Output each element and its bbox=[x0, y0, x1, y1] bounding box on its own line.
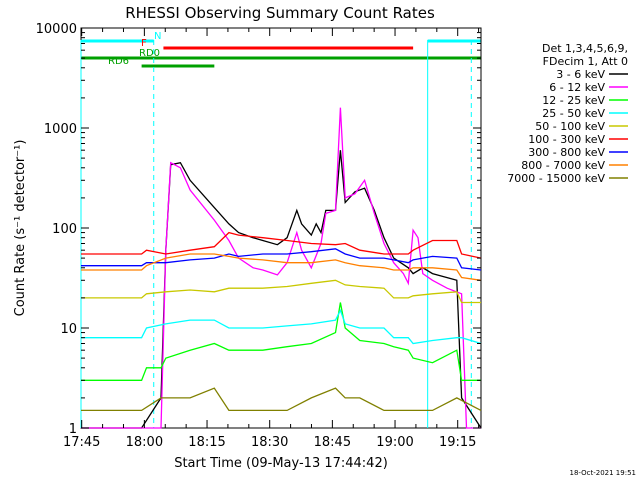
x-tick-label: 17:45 bbox=[63, 435, 100, 450]
legend-header: Det 1,3,4,5,6,9, bbox=[542, 42, 628, 55]
legend-entry-label: 300 - 800 keV bbox=[528, 146, 605, 159]
footer-timestamp: 18-Oct-2021 19:51 bbox=[570, 469, 636, 477]
legend-header: FDecim 1, Att 0 bbox=[543, 55, 628, 68]
chart-title: RHESSI Observing Summary Count Rates bbox=[125, 4, 435, 22]
series-line-5 bbox=[81, 231, 482, 259]
x-tick-label: 18:15 bbox=[188, 435, 225, 450]
x-tick-label: 19:00 bbox=[376, 435, 413, 450]
y-tick-label: 100 bbox=[52, 222, 77, 237]
y-tick-label: 1000 bbox=[44, 122, 77, 137]
vertical-markers bbox=[80, 40, 472, 428]
series-line-6 bbox=[81, 248, 482, 271]
series-line-4 bbox=[81, 279, 481, 304]
x-tick-label: 18:30 bbox=[251, 435, 288, 450]
legend-entry-label: 6 - 12 keV bbox=[549, 81, 605, 94]
y-tick-label: 10000 bbox=[36, 22, 77, 37]
flag-label: N bbox=[154, 31, 161, 42]
legend-entry-label: 800 - 7000 keV bbox=[521, 159, 605, 172]
series-line-8 bbox=[81, 387, 482, 412]
flag-label: F bbox=[141, 38, 147, 49]
legend-entry-label: 25 - 50 keV bbox=[542, 107, 605, 120]
legend-entry-label: 7000 - 15000 keV bbox=[507, 172, 605, 185]
x-axis-label: Start Time (09-May-13 17:44:42) bbox=[174, 456, 388, 471]
x-tick-label: 18:00 bbox=[126, 435, 163, 450]
series-line-7 bbox=[81, 253, 482, 281]
legend-entry-label: 3 - 6 keV bbox=[556, 68, 605, 81]
x-tick-label: 18:45 bbox=[314, 435, 351, 450]
y-axis-label: Count Rate (s⁻¹ detector⁻¹) bbox=[13, 140, 28, 317]
legend: Det 1,3,4,5,6,9,FDecim 1, Att 03 - 6 keV… bbox=[507, 42, 628, 185]
series-line-0 bbox=[81, 150, 482, 429]
series-line-3 bbox=[81, 308, 482, 345]
legend-entry-label: 50 - 100 keV bbox=[535, 120, 605, 133]
y-axis: 1 10 100 1000 10000 bbox=[36, 22, 481, 437]
plot-frame bbox=[80, 27, 482, 429]
x-tick-label: 19:15 bbox=[439, 435, 476, 450]
y-tick-label: 10 bbox=[60, 322, 77, 337]
flag-label: RD6 bbox=[108, 56, 129, 67]
series-line-1 bbox=[81, 107, 481, 429]
series-group bbox=[81, 107, 482, 429]
y-tick-label: 1 bbox=[69, 422, 77, 437]
series-line-2 bbox=[81, 302, 481, 381]
x-axis: 17:45 18:00 18:15 18:30 18:45 19:00 19:15 bbox=[63, 28, 480, 450]
flag-label: RD0 bbox=[139, 48, 160, 59]
legend-entry-label: 100 - 300 keV bbox=[528, 133, 605, 146]
legend-entry-label: 12 - 25 keV bbox=[542, 94, 605, 107]
